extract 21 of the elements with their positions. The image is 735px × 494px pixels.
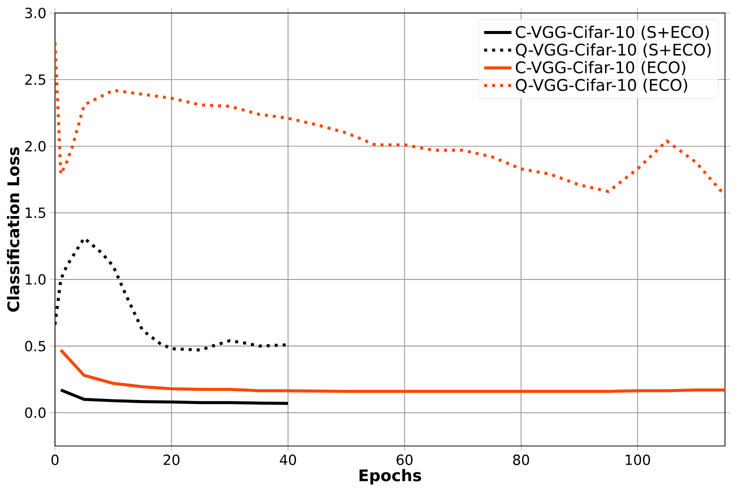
- y-tick-label: 2.0: [25, 140, 46, 152]
- y-axis-title: Classification Loss: [6, 147, 20, 312]
- x-tick-label: 60: [396, 454, 413, 466]
- line-series: [59, 388, 290, 405]
- y-tick-label: 1.5: [26, 208, 46, 218]
- y-tick-label: 0.5: [25, 340, 46, 352]
- x-axis-title: Epochs: [360, 468, 422, 484]
- y-tick-label: 1.0: [26, 274, 46, 285]
- legend-label: Q-VGG-Cifar-10 (S+ECO): [516, 43, 711, 58]
- y-tick-label: 2.5: [25, 74, 46, 85]
- y-tick-label: 3.0: [25, 8, 46, 18]
- legend-label: C-VGG-Cifar-10 (S+ECO): [516, 26, 709, 40]
- y-tick-label: 0.0: [25, 407, 46, 418]
- legend-label: C-VGG-Cifar-10 (ECO): [516, 61, 686, 76]
- x-tick-label: 80: [513, 454, 530, 466]
- x-tick-label: 0: [51, 454, 59, 466]
- x-tick-label: 40: [280, 454, 296, 466]
- legend-label: Q-VGG-Cifar-10 (ECO): [516, 78, 688, 93]
- line-series: [55, 40, 725, 198]
- x-tick-label: 20: [164, 454, 180, 466]
- x-tick-label: 100: [626, 454, 650, 466]
